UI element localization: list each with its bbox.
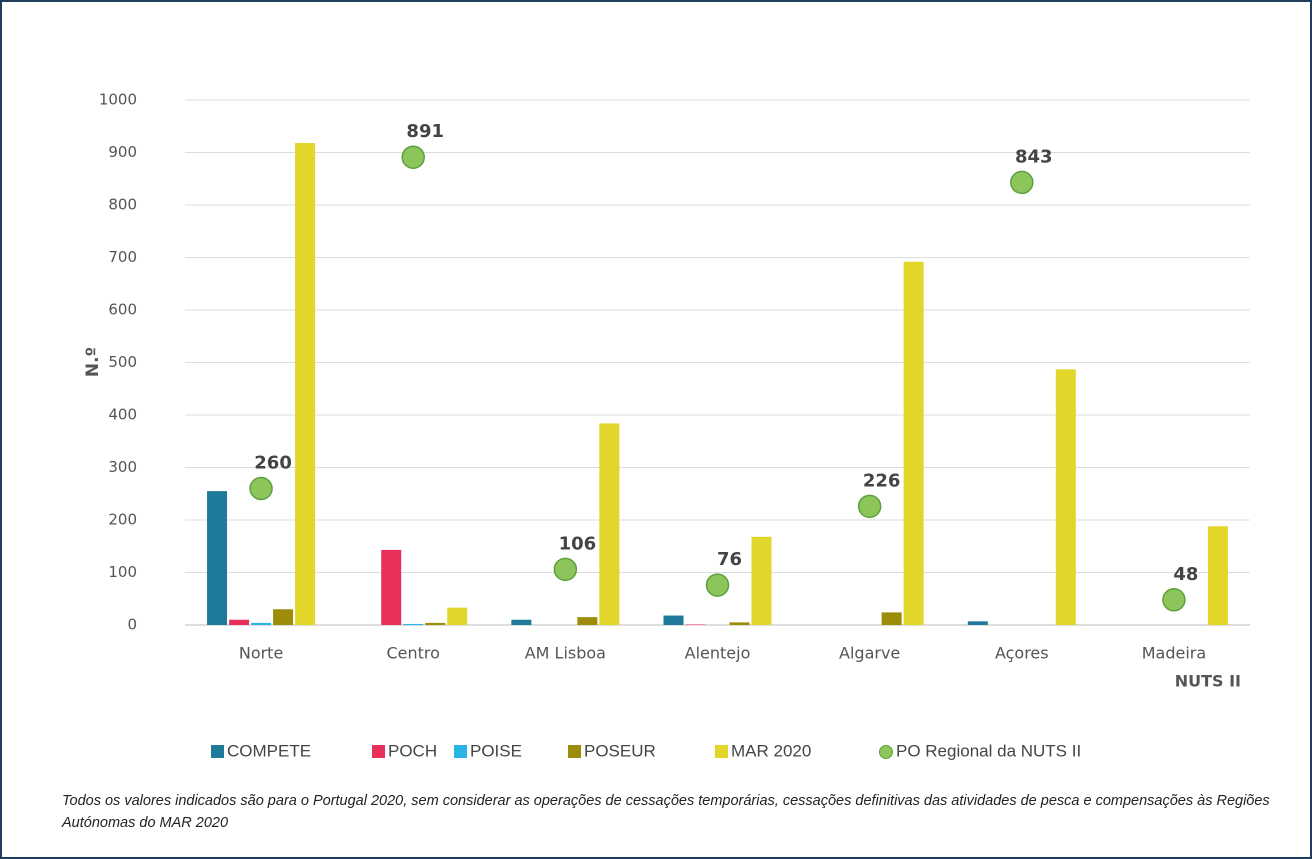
- footnote: Todos os valores indicados são para o Po…: [62, 793, 1270, 831]
- legend-label: POISE: [470, 741, 522, 760]
- legend-label: COMPETE: [227, 741, 311, 760]
- bar: [1207, 526, 1228, 625]
- legend-label: POSEUR: [584, 741, 656, 760]
- bar: [663, 615, 684, 625]
- bar: [273, 609, 294, 625]
- scatter-point: [1162, 588, 1186, 612]
- scatter-point: [401, 145, 425, 169]
- x-tick-label: Açores: [995, 644, 1049, 663]
- y-tick-label: 600: [108, 301, 137, 319]
- legend-swatch: [879, 745, 893, 759]
- bar: [1055, 369, 1076, 625]
- legend-swatch: [454, 745, 467, 758]
- x-tick-label: Norte: [239, 644, 283, 663]
- y-axis-label: N.º: [83, 347, 103, 377]
- scatter-point: [1010, 170, 1034, 195]
- legend-swatch: [715, 745, 728, 758]
- data-label: 226: [863, 470, 901, 491]
- x-tick-label: AM Lisboa: [525, 644, 606, 663]
- bar: [207, 491, 228, 625]
- legend-label: POCH: [388, 741, 437, 760]
- data-label: 843: [1015, 146, 1053, 167]
- bar: [381, 549, 402, 625]
- x-tick-label: Madeira: [1142, 644, 1206, 663]
- scatter-point: [705, 573, 730, 597]
- data-label: 76: [717, 549, 742, 570]
- y-tick-label: 100: [108, 563, 137, 581]
- x-tick-label: Algarve: [839, 644, 900, 663]
- legend-swatch: [211, 745, 224, 758]
- scatter-point: [249, 476, 273, 501]
- bar: [295, 143, 316, 626]
- y-tick-label: 1000: [99, 91, 137, 109]
- bar: [881, 612, 902, 625]
- legend-swatch: [372, 745, 385, 758]
- x-axis-label: NUTS II: [1175, 672, 1241, 691]
- y-tick-label: 500: [108, 353, 137, 371]
- x-tick-label: Centro: [386, 644, 439, 663]
- scatter-point: [857, 494, 882, 519]
- scatter-point: [553, 557, 578, 582]
- y-tick-label: 400: [108, 406, 137, 424]
- bar: [511, 619, 532, 625]
- y-tick-label: 900: [108, 143, 137, 161]
- data-label: 106: [559, 533, 597, 554]
- bar: [577, 617, 598, 625]
- x-tick-label: Alentejo: [685, 644, 751, 663]
- bar: [751, 536, 772, 625]
- y-tick-label: 700: [108, 248, 137, 266]
- data-label: 48: [1173, 564, 1198, 585]
- legend-swatch: [568, 745, 581, 758]
- bar: [403, 623, 424, 625]
- data-label: 260: [254, 453, 292, 474]
- bar: [967, 621, 988, 625]
- legend-label: MAR 2020: [731, 741, 811, 760]
- bar: [251, 622, 272, 625]
- bar: [903, 261, 924, 625]
- bar: [447, 607, 468, 625]
- bar: [229, 619, 250, 625]
- bar: [599, 423, 620, 625]
- y-tick-label: 300: [108, 458, 137, 476]
- bar: [685, 624, 706, 625]
- y-tick-label: 0: [127, 616, 137, 634]
- bar: [729, 622, 750, 625]
- data-label: 891: [406, 121, 444, 142]
- y-tick-label: 800: [108, 196, 137, 214]
- y-tick-label: 200: [108, 511, 137, 529]
- bar: [425, 622, 446, 625]
- legend-label: PO Regional da NUTS II: [896, 741, 1081, 760]
